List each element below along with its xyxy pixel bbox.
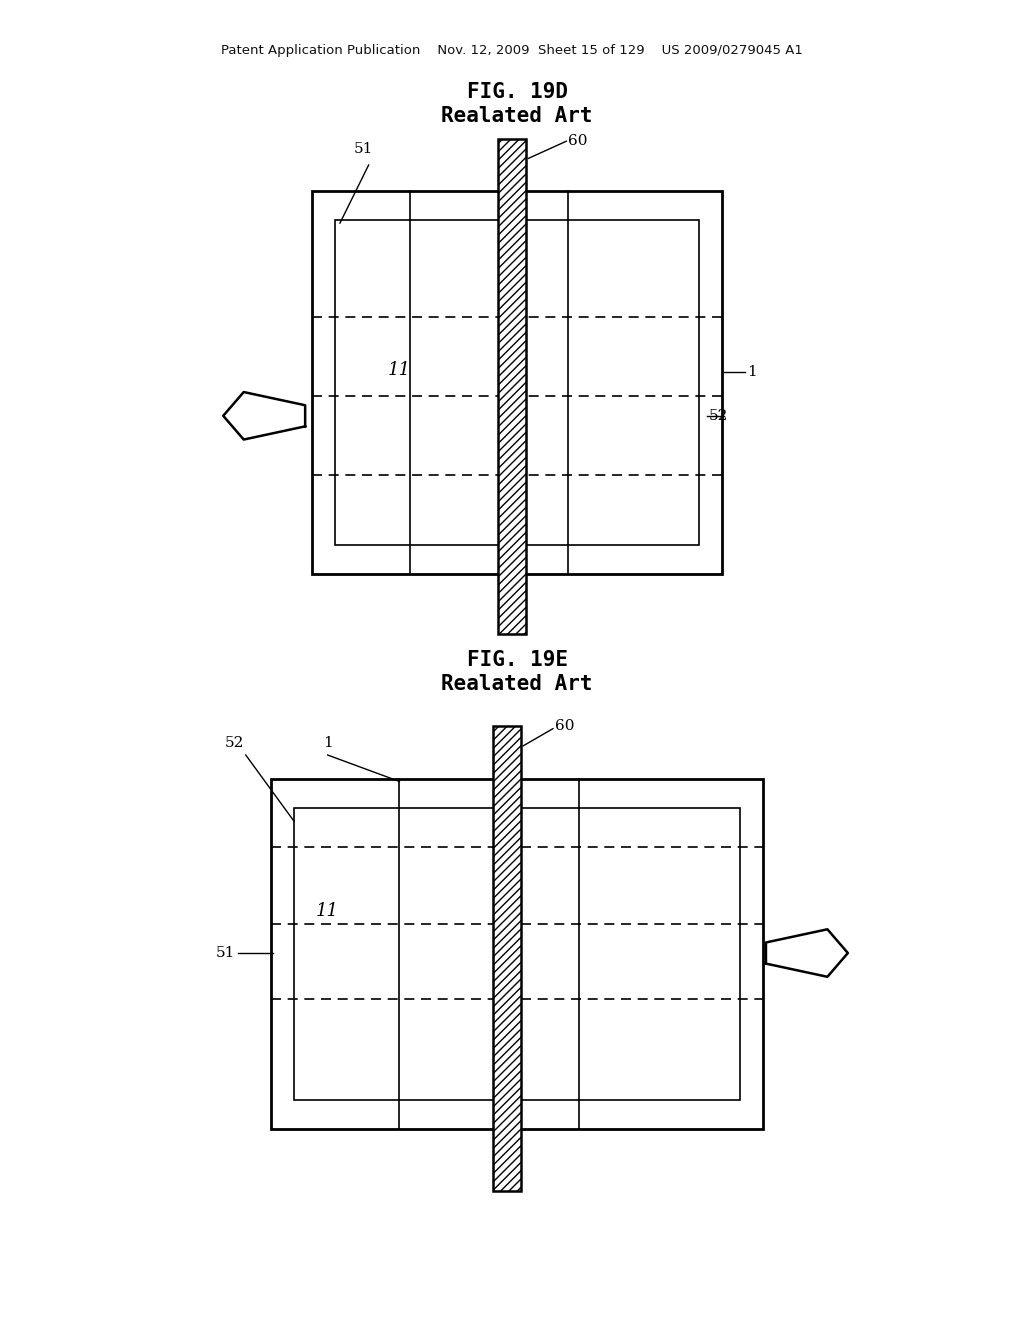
Text: 51: 51 — [354, 141, 373, 156]
Bar — [335, 220, 699, 545]
Text: Realated Art: Realated Art — [441, 106, 593, 127]
Text: Realated Art: Realated Art — [441, 673, 593, 694]
Text: 11: 11 — [388, 360, 411, 379]
Text: Patent Application Publication    Nov. 12, 2009  Sheet 15 of 129    US 2009/0279: Patent Application Publication Nov. 12, … — [221, 44, 803, 57]
Text: 51: 51 — [216, 946, 236, 960]
Text: 52: 52 — [709, 409, 728, 422]
Bar — [312, 191, 722, 574]
Text: 52: 52 — [224, 735, 244, 750]
Bar — [294, 808, 740, 1100]
Bar — [498, 139, 526, 634]
Text: 60: 60 — [568, 135, 588, 148]
Text: FIG. 19E: FIG. 19E — [467, 649, 567, 671]
Text: 60: 60 — [555, 719, 574, 733]
Polygon shape — [766, 929, 848, 977]
Text: 11: 11 — [316, 902, 339, 920]
Text: 1: 1 — [748, 366, 758, 379]
Text: FIG. 19D: FIG. 19D — [467, 82, 567, 103]
Bar — [493, 726, 521, 1191]
Bar — [271, 779, 763, 1129]
Polygon shape — [223, 392, 305, 440]
Text: 1: 1 — [323, 735, 333, 750]
